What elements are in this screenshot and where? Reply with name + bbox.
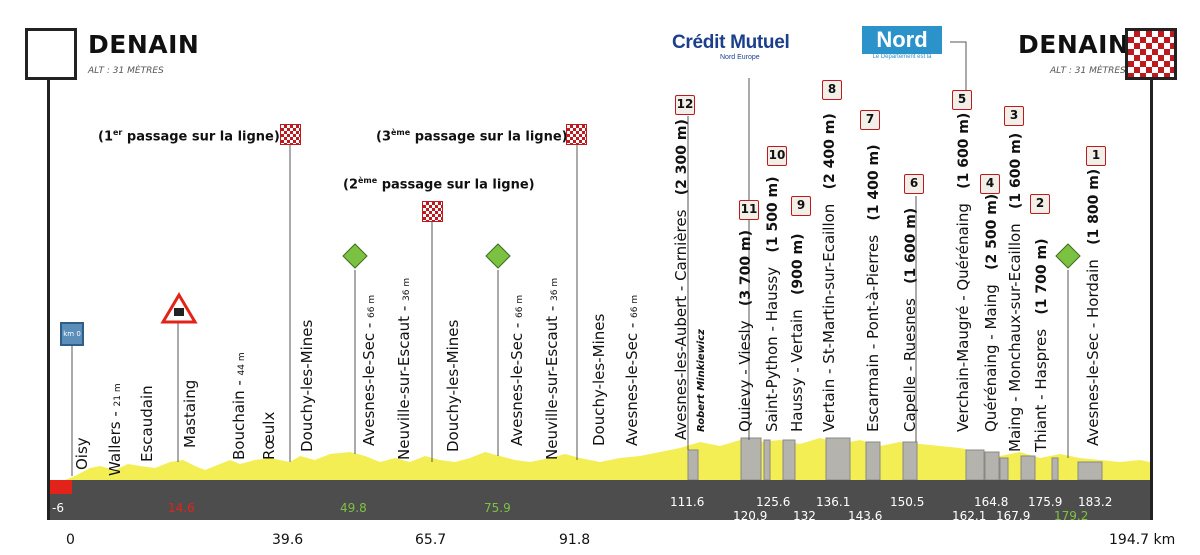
strip-value: 150.5 xyxy=(890,495,925,509)
axis-label: 91.8 xyxy=(559,532,591,548)
sector-label: Quievy - Viesly (3 700 m) xyxy=(736,229,754,432)
passage-1-label: (1er passage sur la ligne) xyxy=(98,128,280,145)
place-label: Douchy-les-Mines xyxy=(590,313,608,446)
sector-number: 12 xyxy=(675,95,695,115)
km-strip xyxy=(50,480,1150,520)
km0-marker: km 0 xyxy=(60,322,84,346)
sponsor-credit-mutuel: Crédit Mutuel xyxy=(672,32,790,53)
strip-value: 164.8 xyxy=(974,495,1009,509)
place-label: Douchy-les-Mines xyxy=(298,319,316,452)
passage-3-label: (3ème passage sur la ligne) xyxy=(376,128,568,145)
marker-lines xyxy=(71,41,1069,476)
sponsor-credit-mutuel-sub: Nord Europe xyxy=(720,54,760,61)
sector-number: 2 xyxy=(1030,194,1050,214)
strip-value: -6 xyxy=(52,501,64,515)
sector-label: Vertain - St-Martin-sur-Ecaillon (2 400 … xyxy=(820,113,838,432)
sector-label: Saint-Python - Haussy (1 500 m) xyxy=(763,176,781,432)
passage-1-checker xyxy=(280,124,301,145)
place-label: Bouchain - 44 m xyxy=(230,352,248,460)
sector-number: 7 xyxy=(860,110,880,130)
place-label: Mastaing xyxy=(181,379,199,448)
finish-flag xyxy=(1125,28,1177,80)
strip-value: 49.8 xyxy=(340,501,367,515)
sector-number: 3 xyxy=(1004,106,1024,126)
start-town: DENAIN xyxy=(88,30,200,59)
start-offset-marker xyxy=(50,480,72,494)
sector-label: Verchain-Maugré - Quérénaing (1 600 m) xyxy=(954,112,972,432)
sector-label: Maing - Monchaux-sur-Ecaillon (1 600 m) xyxy=(1006,132,1024,452)
sector-number: 9 xyxy=(791,196,811,216)
strip-value: 14.6 xyxy=(168,501,195,515)
strip-value: 162.1 xyxy=(952,509,987,523)
passage-2-label: (2ème passage sur la ligne) xyxy=(343,176,535,193)
place-label: Avesnes-le-Sec - 66 m xyxy=(360,294,378,446)
finish-town: DENAIN xyxy=(1018,30,1130,59)
finish-altitude: ALT : 31 MÈTRES xyxy=(1050,66,1126,76)
feed-zone-icons xyxy=(342,243,1081,269)
strip-value: 183.2 xyxy=(1078,495,1113,509)
sector-label: Capelle - Ruesnes (1 600 m) xyxy=(901,207,919,432)
sponsor-nord-sub: Le Département est là xyxy=(872,54,932,60)
finish-post xyxy=(1150,70,1153,520)
sector-label: Escarmain - Pont-à-Pierres (1 400 m) xyxy=(864,144,882,432)
sector-label: Thiant - Haspres (1 700 m) xyxy=(1032,238,1050,452)
sector-number: 10 xyxy=(767,146,787,166)
strip-value: 179.2 xyxy=(1054,509,1089,523)
sector-label: Avesnes-le-Sec - Hordain (1 800 m) xyxy=(1084,168,1102,446)
axis-label: 65.7 xyxy=(415,532,447,548)
sector-number: 11 xyxy=(739,200,759,220)
axis-label: 194.7 km xyxy=(1109,532,1176,548)
sector-number: 4 xyxy=(980,174,1000,194)
strip-value: 120.9 xyxy=(733,509,768,523)
sector-label: Avesnes-les-Aubert - Carnières (2 300 m) xyxy=(672,119,690,440)
sector-label: Haussy - Vertain (900 m) xyxy=(788,233,806,432)
strip-value: 111.6 xyxy=(670,495,705,509)
cobble-sectors-art xyxy=(687,437,1103,481)
place-label: Oisy xyxy=(73,437,91,470)
place-label: Rœulx xyxy=(260,411,278,460)
sector-label: Quérénaing - Maing (2 500 m) xyxy=(982,193,1000,432)
place-label: Neuville-sur-Escaut - 36 m xyxy=(543,277,561,460)
passage-3-checker xyxy=(566,124,587,145)
strip-value: 167.9 xyxy=(996,509,1031,523)
strip-value: 143.6 xyxy=(848,509,883,523)
strip-value: 136.1 xyxy=(816,495,851,509)
start-altitude: ALT : 31 MÈTRES xyxy=(88,66,164,76)
place-label: Avesnes-le-Sec - 66 m xyxy=(508,294,526,446)
place-label: Wallers - 21 m xyxy=(106,383,124,476)
place-label: Avesnes-le-Sec - 66 m xyxy=(623,294,641,446)
strip-value: 175.9 xyxy=(1028,495,1063,509)
passage-2-checker xyxy=(422,201,443,222)
sponsor-nord: Nord xyxy=(862,26,942,54)
strip-value: 125.6 xyxy=(756,495,791,509)
strip-value: 75.9 xyxy=(484,501,511,515)
sector-number: 6 xyxy=(904,174,924,194)
sector-number: 8 xyxy=(822,80,842,100)
sector-number: 1 xyxy=(1086,146,1106,166)
sector-number: 5 xyxy=(952,90,972,110)
sector-dedication: Robert Minkiewicz xyxy=(696,329,707,432)
axis-label: 0 xyxy=(66,532,75,548)
start-flag-frame xyxy=(25,28,77,80)
place-label: Douchy-les-Mines xyxy=(444,319,462,452)
start-post xyxy=(47,70,50,520)
place-label: Escaudain xyxy=(138,385,156,462)
strip-value: 132 xyxy=(793,509,816,523)
axis-label: 39.6 xyxy=(272,532,304,548)
place-label: Neuville-sur-Escaut - 36 m xyxy=(395,277,413,460)
